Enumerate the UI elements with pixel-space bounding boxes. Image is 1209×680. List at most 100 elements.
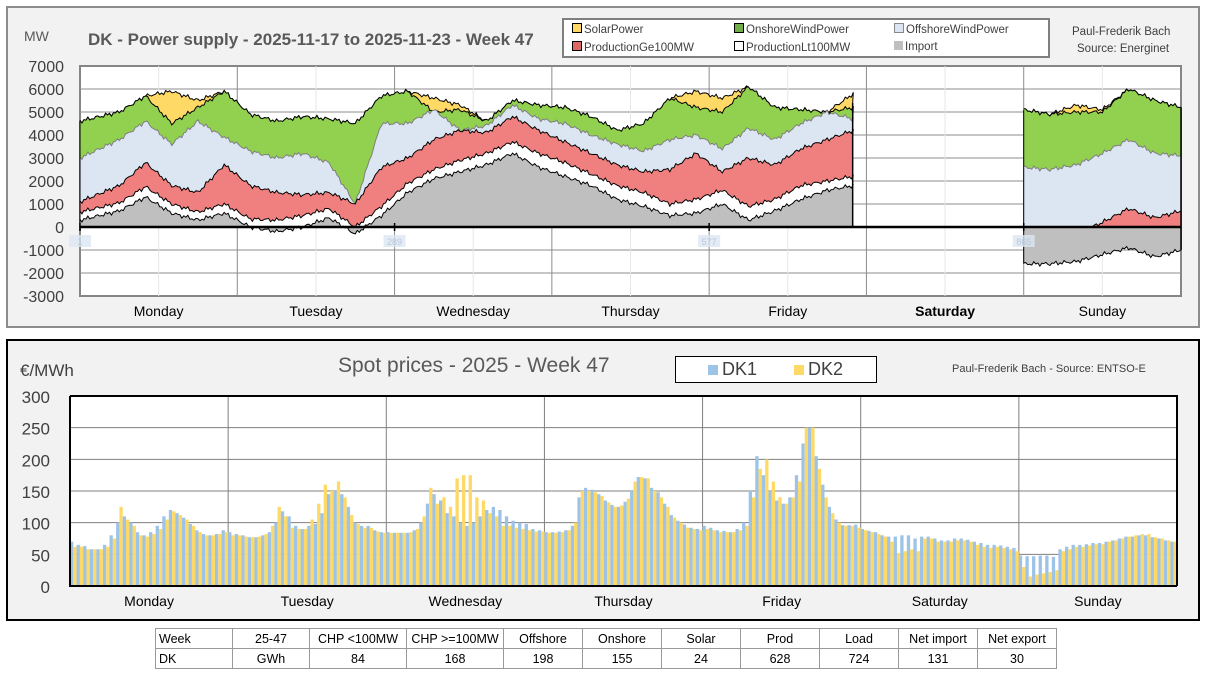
bar-dk1: [649, 487, 654, 586]
bar-dk1: [577, 497, 581, 586]
bar-dk1: [168, 510, 173, 586]
area-offshore: [80, 104, 854, 204]
bar-dk1: [399, 532, 403, 586]
table-cell: 84: [309, 648, 407, 669]
legend-label: DK2: [808, 359, 844, 379]
table-row: DK GWh 84 168 198 155 24 628 724 131 30: [155, 648, 1057, 669]
bar-dk2: [679, 522, 683, 586]
bar-dk1: [860, 529, 865, 586]
bar-dk2: [363, 527, 367, 586]
bar-dk1: [972, 541, 977, 586]
line-import: [79, 152, 854, 235]
bar-dk2: [495, 516, 499, 586]
bar-dk1: [643, 478, 647, 586]
bar-dk2: [448, 506, 453, 586]
bar-dk2: [409, 532, 413, 586]
bar-dk1: [715, 530, 720, 586]
bar-dk2: [1147, 534, 1151, 586]
bar-dk1: [379, 532, 383, 586]
legend-label: ProductionGe100MW: [584, 42, 694, 54]
bar-dk1: [511, 520, 515, 586]
bar-dk1: [471, 522, 476, 586]
y-tick-label: 7000: [28, 59, 64, 76]
bar-dk2: [699, 530, 703, 586]
bar-dk1: [583, 487, 588, 586]
bar-dk2: [890, 541, 894, 586]
bar-dk2: [534, 531, 538, 586]
y-tick-label: 4000: [28, 128, 64, 145]
bar-dk1: [307, 525, 311, 586]
table-cell: 155: [582, 648, 662, 669]
power-unit-label: MW: [24, 28, 49, 44]
bar-dk2: [382, 532, 387, 586]
legend-swatch-dk2: [794, 365, 804, 375]
bar-dk1: [359, 525, 364, 586]
y-tick-label: 150: [22, 483, 50, 502]
bar-dk2: [1120, 538, 1125, 586]
bar-dk2: [277, 506, 281, 586]
bar-dk1: [748, 491, 752, 586]
day-label: Sunday: [1079, 303, 1126, 319]
power-credit-source: Source: Energinet: [1077, 43, 1170, 55]
line-import: [1023, 245, 1182, 268]
price-unit-label: €/MWh: [20, 361, 74, 380]
bar-dk1: [1012, 548, 1016, 586]
y-tick-label: 50: [31, 546, 50, 565]
bar-dk1: [518, 522, 522, 586]
bar-dk1: [722, 530, 726, 586]
bar-dk1: [537, 530, 542, 586]
bar-dk2: [870, 532, 874, 586]
bar-dk1: [465, 525, 469, 586]
table-cell: 168: [406, 648, 504, 669]
bar-dk1: [1018, 555, 1023, 586]
bar-dk1: [485, 510, 489, 586]
bar-dk2: [231, 535, 235, 586]
bar-dk1: [709, 527, 713, 586]
bar-dk1: [814, 456, 818, 586]
bar-dk1: [340, 494, 344, 586]
bar-dk1: [564, 530, 568, 586]
bar-dk1: [557, 531, 561, 586]
bar-dk1: [544, 532, 548, 586]
bar-dk1: [458, 522, 463, 586]
bar-dk2: [178, 515, 183, 586]
legend-label: OnshoreWindPower: [746, 24, 849, 36]
bar-dk1: [1137, 535, 1141, 586]
bar-dk2: [211, 535, 215, 586]
index-label-bg: [1012, 235, 1035, 247]
bar-dk2: [1088, 545, 1092, 586]
bar-dk1: [452, 516, 456, 586]
bar-dk1: [353, 522, 357, 586]
bar-dk1: [531, 529, 535, 586]
bar-dk1: [294, 525, 298, 586]
bar-dk1: [524, 523, 528, 586]
day-label: Wednesday: [429, 593, 503, 609]
bar-dk2: [191, 525, 196, 586]
bar-dk2: [811, 427, 815, 586]
bar-dk2: [771, 481, 776, 586]
legend-label: ProductionLt100MW: [746, 42, 851, 54]
legend-label: SolarPower: [584, 24, 644, 36]
bar-dk1: [122, 516, 127, 586]
bar-dk2: [791, 497, 795, 586]
bar-dk2: [784, 503, 789, 586]
y-tick-label: -3000: [23, 289, 64, 306]
power-supply-chart: 7000 6000 5000 4000 3000 2000 1000 0 -1000 -2000 -…: [23, 59, 1182, 319]
bar-dk2: [73, 546, 77, 586]
area-offshore: [1023, 138, 1181, 243]
bar-dk2: [508, 525, 512, 586]
bar-dk1: [663, 503, 667, 586]
bar-dk2: [850, 525, 855, 586]
bar-dk2: [962, 540, 967, 586]
bar-dk2: [1081, 546, 1085, 586]
legend-swatch-solar: [572, 23, 582, 33]
legend-item-offshore: OffshoreWindPower: [894, 23, 1009, 36]
table-cell: 131: [898, 648, 978, 669]
table-cell: 628: [740, 648, 820, 669]
bar-dk2: [692, 529, 696, 586]
bar-dk2: [600, 496, 604, 586]
power-credit-author: Paul-Frederik Bach: [1072, 26, 1171, 38]
index-label: 289: [387, 237, 402, 247]
bar-dk2: [356, 523, 360, 586]
bar-dk1: [313, 523, 318, 586]
